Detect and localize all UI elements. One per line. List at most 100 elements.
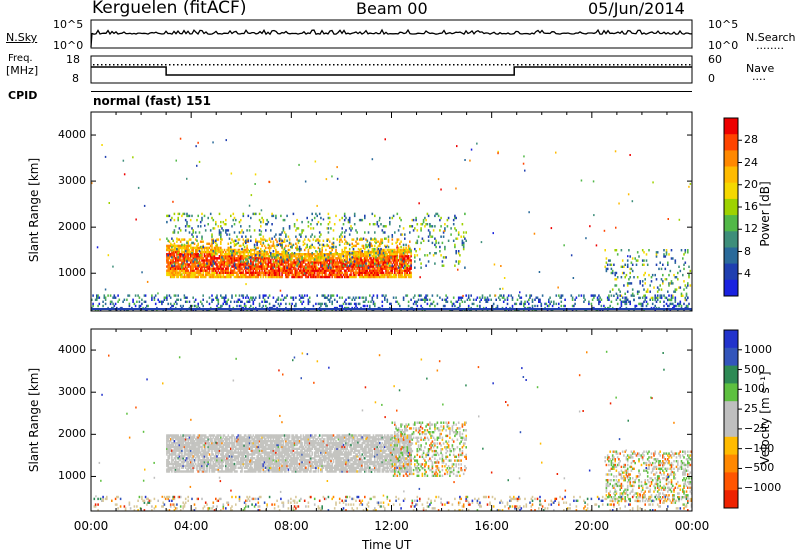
heatmap-cell (293, 269, 296, 272)
heatmap-cell (179, 273, 182, 277)
heatmap-cell (178, 273, 181, 277)
heatmap-cell (203, 261, 206, 264)
heatmap-cell (235, 263, 237, 266)
heatmap-cell (310, 253, 312, 256)
heatmap-cell (230, 253, 232, 256)
heatmap-cell (173, 275, 176, 279)
nave-dot (141, 64, 143, 66)
heatmap-cell (194, 263, 197, 266)
heatmap-cell (272, 263, 275, 266)
heatmap-cell (222, 271, 225, 274)
heatmap-cell (313, 271, 316, 274)
heatmap-cell (188, 275, 191, 279)
heatmap-cell (275, 273, 277, 277)
heatmap-cell (312, 273, 315, 277)
heatmap-cell (267, 261, 270, 264)
heatmap-cell (277, 269, 280, 272)
heatmap-cell (218, 246, 221, 250)
heatmap-cell (226, 253, 228, 256)
heatmap-cell (290, 267, 292, 270)
heatmap-cell (318, 259, 321, 262)
heatmap-cell (288, 263, 291, 266)
heatmap-cell (217, 267, 220, 270)
heatmap-cell (252, 261, 255, 264)
heatmap-cell (275, 259, 277, 262)
heatmap-cell (168, 240, 171, 243)
heatmap-cell (188, 265, 191, 268)
heatmap-cell (189, 261, 192, 264)
heatmap-cell (261, 263, 263, 266)
heatmap-cell (300, 253, 302, 256)
nave-dot (109, 64, 111, 66)
heatmap-cell (316, 253, 318, 256)
heatmap-cell (221, 259, 223, 262)
nave-dot (629, 64, 631, 66)
heatmap-cell (258, 273, 261, 277)
heatmap-cell (183, 253, 186, 256)
nave-dot (689, 64, 691, 66)
heatmap-cell (168, 263, 171, 266)
heatmap-cell (282, 267, 285, 270)
heatmap-cell (260, 271, 262, 274)
heatmap-cell (238, 244, 241, 248)
heatmap-cell (209, 259, 212, 262)
heatmap-cell (196, 257, 198, 260)
heatmap-cell (278, 275, 281, 279)
heatmap-cell (295, 253, 297, 256)
nave-dot (269, 64, 271, 66)
heatmap-cell (186, 253, 188, 256)
heatmap-cell (313, 261, 316, 264)
heatmap-cell (293, 265, 296, 268)
heatmap-cell (315, 267, 317, 270)
heatmap-cell (177, 248, 179, 252)
heatmap-cell (194, 255, 197, 258)
heatmap-cell (280, 261, 282, 264)
heatmap-cell (222, 263, 225, 266)
heatmap-cell (266, 267, 268, 270)
heatmap-cell (251, 265, 253, 268)
heatmap-cell (194, 265, 197, 268)
heatmap-cell (290, 269, 292, 272)
heatmap-cell (240, 263, 242, 266)
heatmap-cell (203, 265, 206, 268)
heatmap-cell (280, 259, 282, 262)
heatmap-cell (213, 269, 216, 272)
heatmap-cell (206, 255, 208, 258)
nave-dot (637, 64, 639, 66)
heatmap-cell (315, 261, 317, 264)
heatmap-cell (233, 269, 236, 272)
nave-dot (121, 64, 123, 66)
heatmap-cell (217, 275, 220, 279)
heatmap-cell (262, 253, 265, 256)
heatmap-cell (245, 273, 247, 277)
heatmap-cell (281, 250, 283, 254)
nave-dot (101, 64, 103, 66)
heatmap-cell (272, 271, 275, 274)
heatmap-cell (231, 238, 233, 241)
heatmap-cell (184, 265, 187, 268)
heatmap-cell (217, 246, 220, 250)
heatmap-cell (263, 267, 266, 270)
heatmap-cell (268, 273, 271, 277)
heatmap-cell (243, 265, 246, 268)
heatmap-cell (178, 263, 181, 266)
heatmap-cell (307, 257, 310, 260)
heatmap-cell (192, 271, 194, 274)
heatmap-cell (181, 246, 183, 250)
heatmap-cell (220, 250, 222, 254)
heatmap-cell (172, 244, 174, 248)
heatmap-cell (167, 244, 169, 248)
heatmap-cell (267, 273, 270, 277)
heatmap-cell (183, 269, 186, 272)
heatmap-cell (168, 246, 171, 250)
heatmap-cell (276, 273, 278, 277)
heatmap-cell (226, 255, 228, 258)
heatmap-cell (295, 257, 297, 260)
heatmap-cell (253, 267, 256, 270)
heatmap-cell (257, 259, 260, 262)
heatmap-cell (227, 242, 230, 245)
heatmap-cell (167, 246, 169, 250)
heatmap-cell (166, 271, 168, 274)
heatmap-cell (233, 248, 236, 252)
heatmap-cell (166, 259, 168, 262)
